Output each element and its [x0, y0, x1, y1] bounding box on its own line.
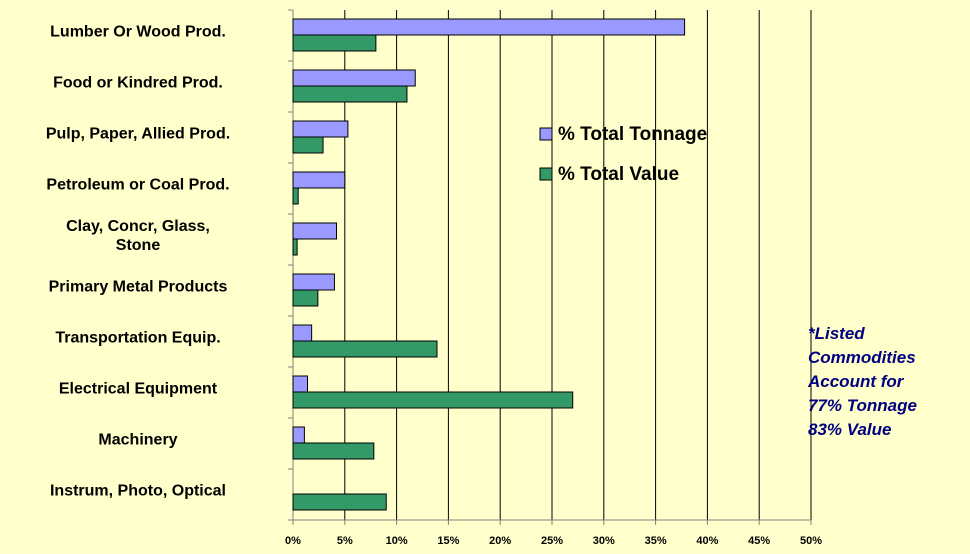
x-tick-label: 35%: [645, 535, 667, 547]
x-tick-label: 10%: [386, 535, 408, 547]
bar: [292, 238, 298, 256]
y-tick-label: Lumber Or Wood Prod.: [50, 23, 226, 41]
y-tick-label: Instrum, Photo, Optical: [49, 482, 226, 500]
bar: [292, 171, 346, 189]
x-tick-label: 15%: [437, 535, 459, 547]
y-tick-label: Electrical Equipment: [58, 380, 218, 398]
y-tick-label: Food or Kindred Prod.: [53, 74, 223, 92]
x-tick-label: 0%: [285, 535, 301, 547]
bar: [292, 442, 375, 460]
x-tick-label: 25%: [541, 535, 563, 547]
bar: [292, 69, 416, 87]
annotation-line: Account for: [808, 372, 904, 391]
bar: [292, 493, 387, 511]
y-tick-label: Machinery: [98, 431, 178, 449]
annotation-line: *Listed: [808, 324, 865, 343]
x-tick-label: 20%: [489, 535, 511, 547]
bar: [292, 391, 574, 409]
x-tick-label: 5%: [337, 535, 353, 547]
annotation-line: Commodities: [808, 348, 916, 367]
bar: [292, 34, 377, 52]
legend-label: % Total Tonnage: [558, 124, 707, 145]
legend-swatch: [539, 167, 553, 181]
bar: [292, 340, 438, 358]
bar: [292, 273, 335, 291]
bar: [292, 85, 408, 103]
legend-swatch: [539, 127, 553, 141]
bar: [292, 289, 319, 307]
y-tick-label: Transportation Equip.: [55, 329, 221, 347]
bar: [292, 324, 313, 342]
bar: [292, 187, 299, 205]
bar: [292, 375, 309, 393]
bar: [292, 120, 349, 138]
legend-label: % Total Value: [558, 164, 679, 185]
annotation: *Listed Commodities Account for 77% Tonnage…: [808, 322, 917, 442]
x-tick-label: 45%: [748, 535, 770, 547]
bar: [292, 426, 305, 444]
bar: [292, 18, 686, 36]
x-tick-label: 50%: [800, 535, 822, 547]
annotation-line: 77% Tonnage: [808, 396, 917, 415]
y-tick-label: Primary Metal Products: [48, 278, 228, 296]
y-tick-label: Petroleum or Coal Prod.: [46, 176, 230, 194]
annotation-line: 83% Value: [808, 420, 892, 439]
x-tick-label: 30%: [593, 535, 615, 547]
x-tick-label: 40%: [696, 535, 718, 547]
y-tick-label: Pulp, Paper, Allied Prod.: [45, 125, 231, 143]
bar: [292, 136, 324, 154]
y-tick-label: Clay, Concr, Glass, Stone: [66, 218, 210, 254]
bar: [292, 222, 338, 240]
